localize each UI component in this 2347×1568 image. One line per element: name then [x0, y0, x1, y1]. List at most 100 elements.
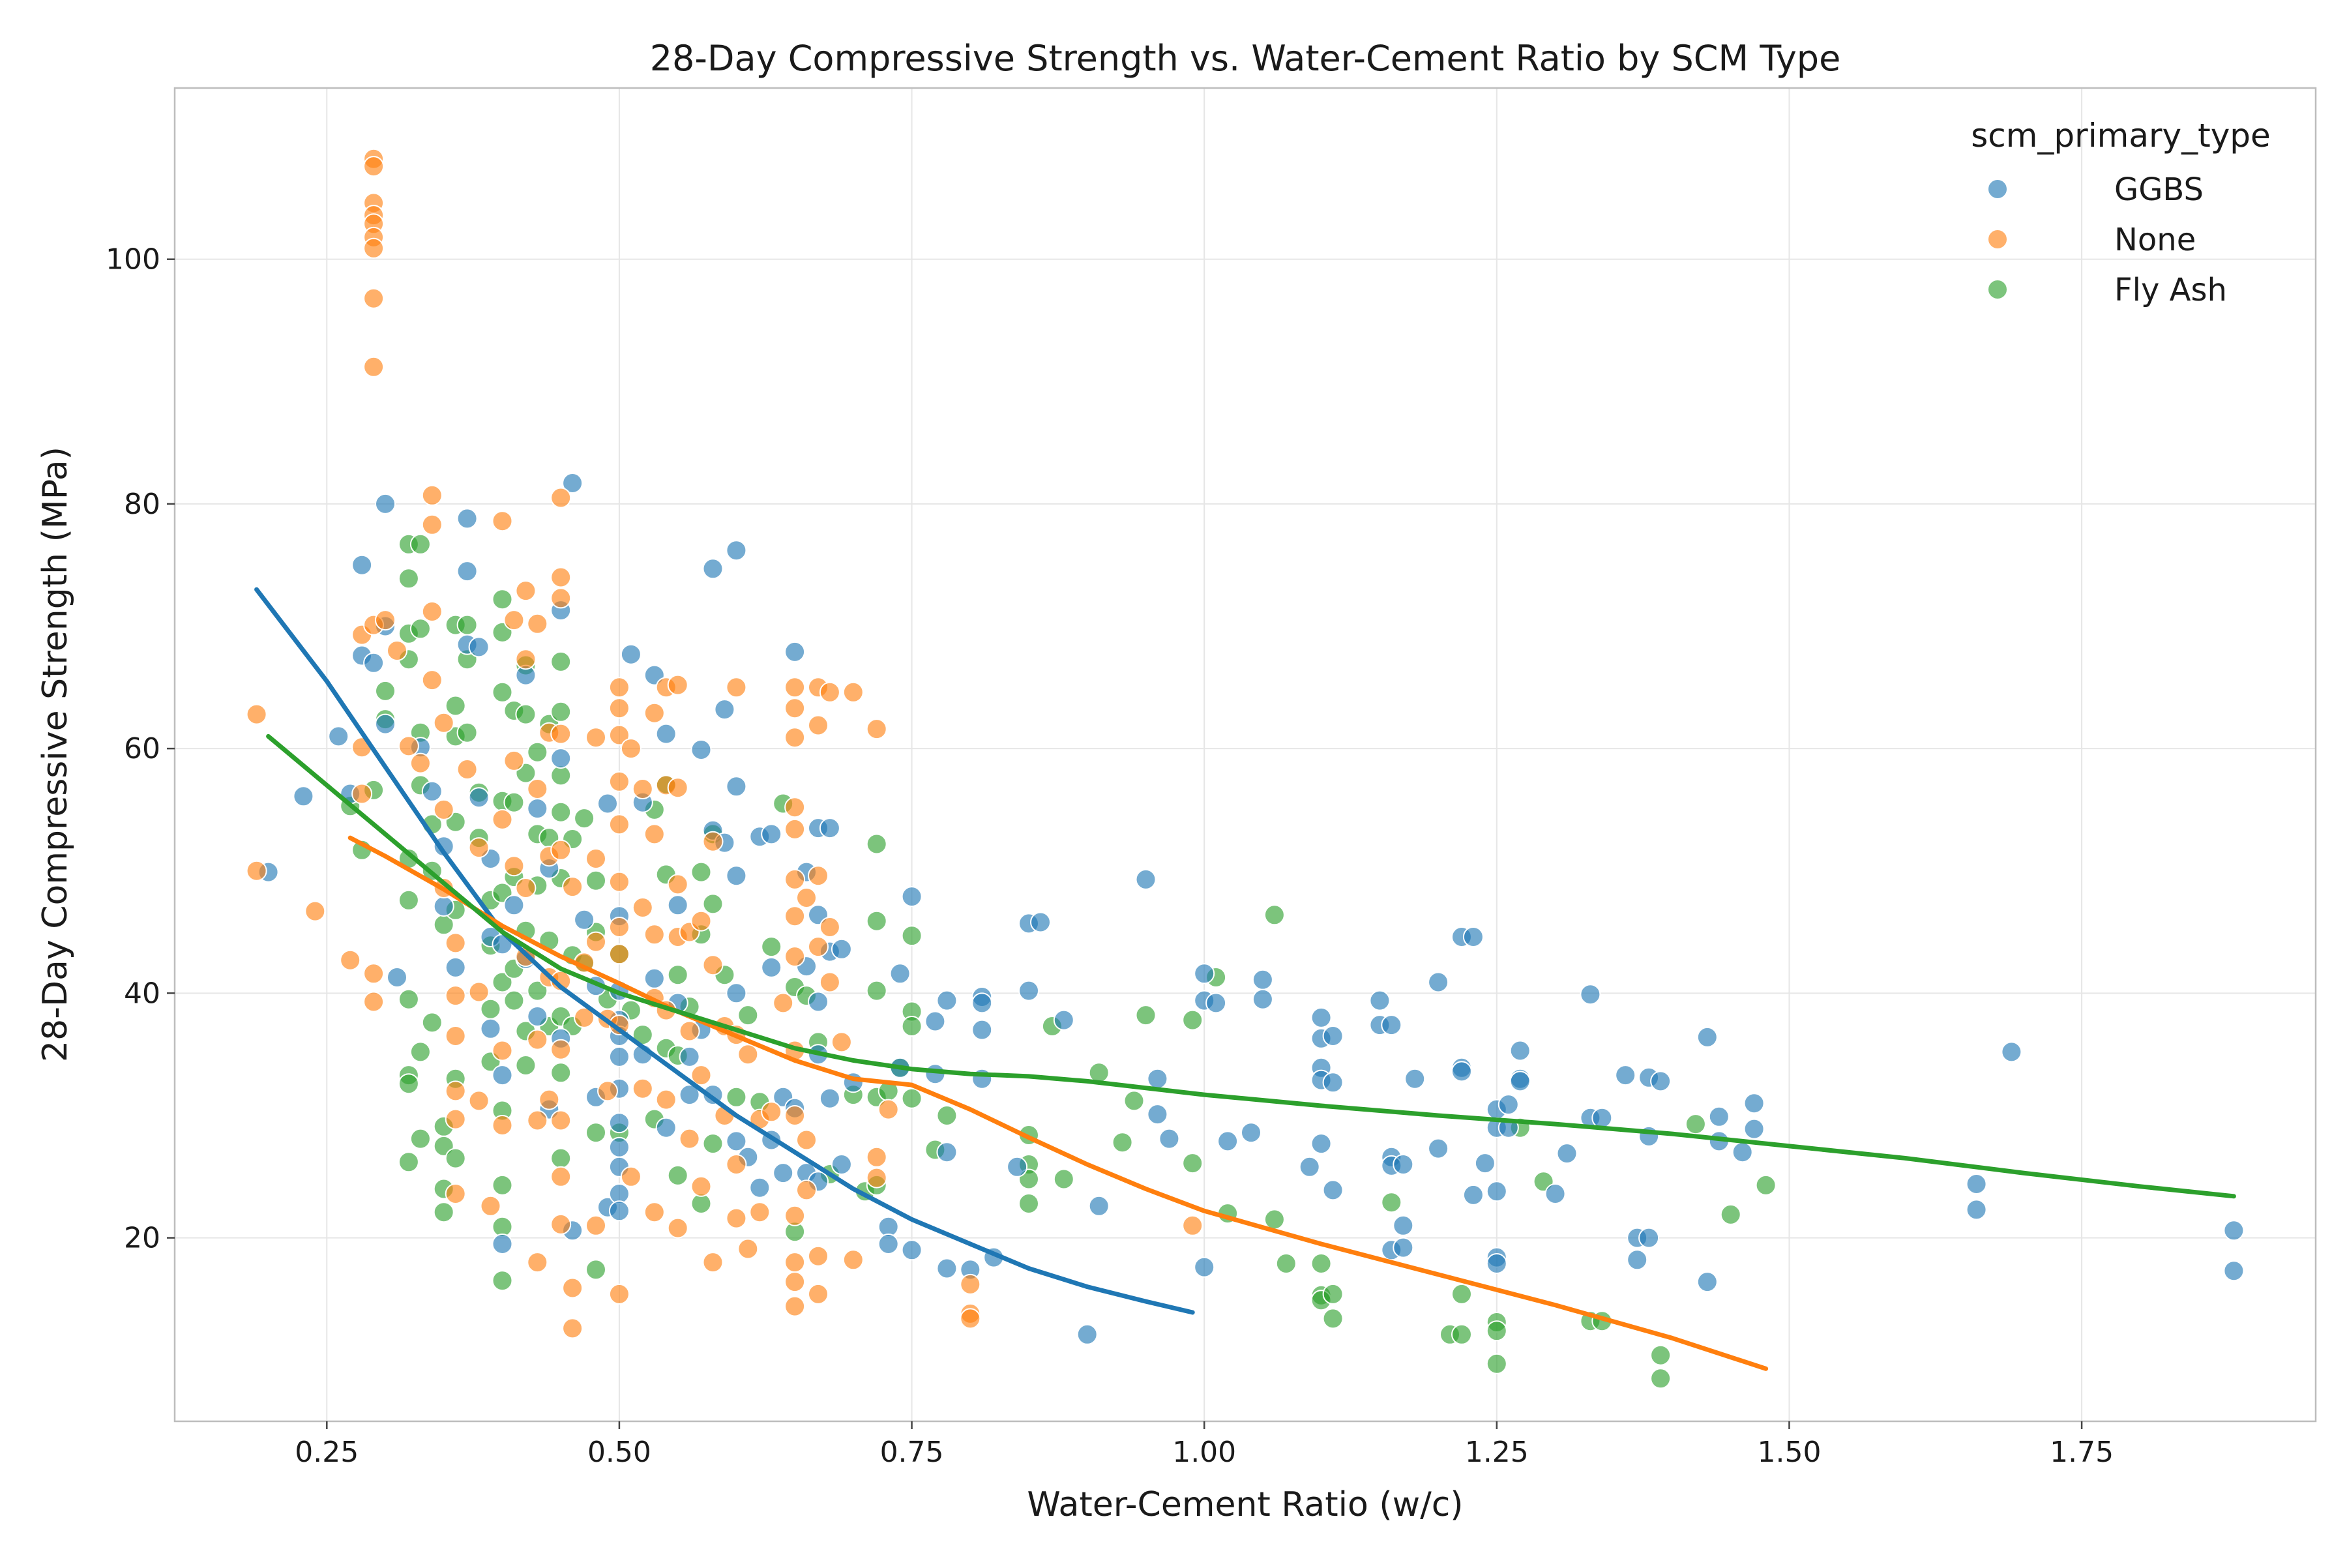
data-point: [492, 1065, 513, 1086]
trend-lines: [254, 587, 2236, 1371]
data-point: [878, 1099, 899, 1120]
data-point: [702, 558, 724, 580]
data-point: [702, 1252, 724, 1273]
data-point: [726, 540, 747, 561]
data-point: [527, 798, 548, 820]
data-point: [1650, 1344, 1672, 1366]
data-point: [726, 1154, 747, 1175]
data-point: [363, 237, 385, 259]
data-point: [667, 1164, 688, 1186]
data-point: [831, 938, 852, 960]
data-point: [667, 895, 688, 916]
data-point: [515, 878, 537, 898]
data-point: [492, 510, 513, 532]
data-point: [445, 1147, 466, 1169]
data-point: [1252, 988, 1273, 1010]
data-point: [1685, 1114, 1706, 1135]
data-point: [409, 618, 431, 640]
data-point: [1076, 1324, 1098, 1345]
data-point: [468, 787, 490, 808]
data-point: [784, 677, 806, 698]
data-point: [515, 1055, 537, 1076]
data-point: [550, 1147, 572, 1169]
data-point: [936, 990, 958, 1011]
data-point: [608, 1112, 630, 1134]
data-point: [1650, 1368, 1672, 1389]
data-point: [1486, 1181, 1507, 1202]
data-point: [492, 681, 513, 703]
data-point: [1322, 1283, 1344, 1305]
data-point: [608, 917, 630, 938]
data-point: [924, 1063, 946, 1085]
data-point: [737, 1044, 759, 1065]
data-point: [936, 1105, 958, 1126]
data-point: [784, 818, 806, 840]
data-point: [643, 1202, 665, 1223]
data-point: [1182, 1215, 1203, 1236]
data-point: [690, 739, 712, 760]
data-point: [409, 1041, 431, 1063]
data-point: [702, 954, 724, 976]
data-point: [492, 1174, 513, 1196]
data-point: [539, 1089, 560, 1110]
data-point: [468, 1090, 490, 1112]
data-point: [492, 589, 513, 610]
data-point: [550, 487, 572, 509]
data-point: [492, 1040, 513, 1061]
data-point: [433, 712, 454, 733]
data-point: [784, 1105, 806, 1126]
data-point: [480, 1195, 501, 1217]
data-point: [409, 533, 431, 555]
data-point: [901, 1087, 923, 1109]
data-point: [936, 1258, 958, 1279]
data-point: [1369, 990, 1391, 1011]
data-point: [1393, 1237, 1414, 1258]
data-point: [749, 1177, 771, 1198]
data-point: [1428, 1138, 1449, 1159]
data-point: [468, 636, 490, 658]
data-point: [1147, 1068, 1168, 1089]
data-point: [1474, 1153, 1496, 1174]
data-point: [1404, 1068, 1426, 1089]
x-tick-label: 1.50: [1757, 1436, 1821, 1469]
data-point: [1147, 1104, 1168, 1125]
data-point: [527, 741, 548, 763]
data-point: [304, 900, 326, 922]
data-point: [784, 906, 806, 927]
data-point: [1018, 980, 1039, 1001]
chart-title: 28-Day Compressive Strength vs. Water-Ce…: [650, 38, 1841, 79]
data-point: [1966, 1174, 1987, 1194]
data-point: [796, 1179, 817, 1201]
data-point: [679, 1084, 700, 1106]
data-point: [608, 677, 630, 698]
data-point: [726, 677, 747, 698]
data-point: [726, 1131, 747, 1152]
legend-item: None: [1987, 222, 2196, 258]
data-point: [761, 936, 782, 958]
legend-label: None: [2114, 222, 2196, 258]
data-point: [667, 777, 688, 799]
data-point: [421, 514, 443, 535]
data-point: [456, 561, 478, 582]
data-point: [550, 1166, 572, 1187]
data-point: [363, 156, 385, 177]
data-point: [409, 752, 431, 774]
data-point: [1556, 1143, 1578, 1164]
data-point: [503, 990, 525, 1011]
legend-item: GGBS: [1987, 171, 2204, 208]
x-axis-ticks: 0.25 0.50 0.75 1.00 1.25 1.50 1.75: [295, 1421, 2114, 1469]
data-point: [842, 681, 864, 703]
data-point: [608, 1136, 630, 1158]
data-point: [655, 1117, 677, 1138]
data-point: [492, 1270, 513, 1292]
data-point: [527, 1029, 548, 1050]
data-point: [690, 910, 712, 932]
data-point: [445, 985, 466, 1007]
trend-line-none: [347, 835, 1769, 1371]
y-tick-label: 80: [124, 488, 160, 521]
data-point: [550, 1110, 572, 1131]
data-point: [492, 808, 513, 830]
data-point: [1310, 1007, 1332, 1028]
data-point: [784, 868, 806, 890]
data-point: [398, 988, 419, 1010]
